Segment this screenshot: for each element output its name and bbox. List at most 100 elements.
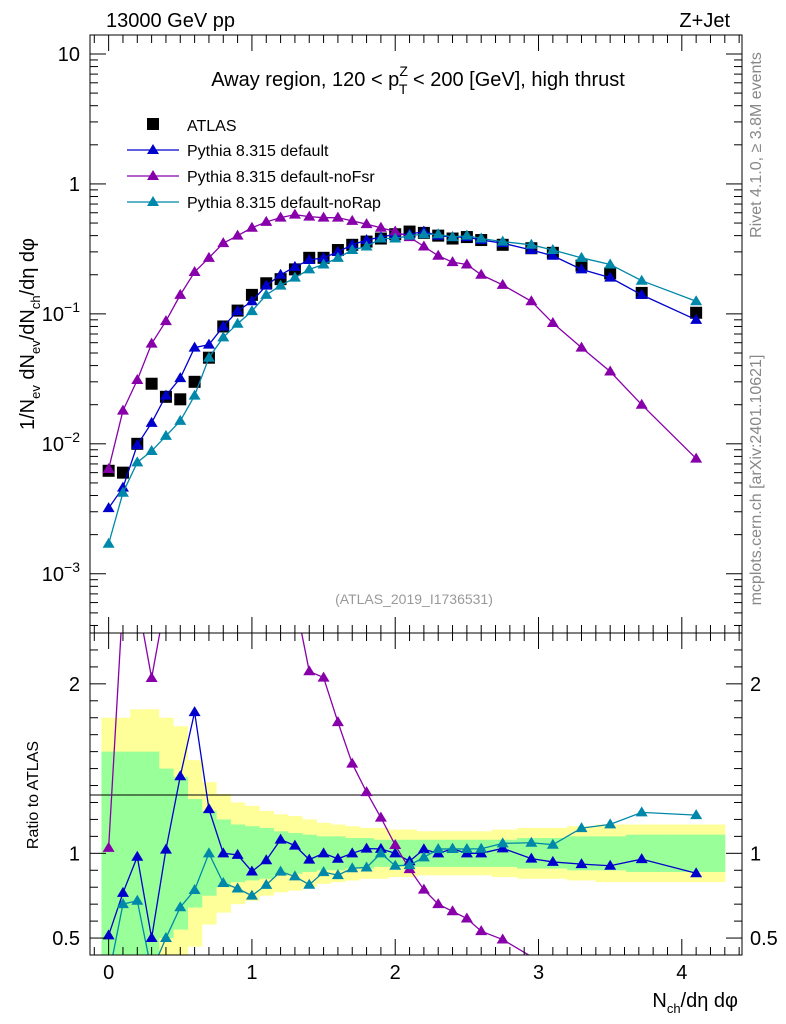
legend-marker-atlas — [147, 118, 159, 130]
data-point — [288, 271, 301, 282]
series-line — [107, 214, 697, 470]
legend: ATLAS Pythia 8.315 default Pythia 8.315 … — [127, 118, 381, 212]
ratio-data-point — [331, 716, 344, 727]
data-point — [159, 429, 172, 440]
ratio-data-point — [288, 839, 301, 850]
data-point — [525, 295, 538, 306]
ratio-data-point — [690, 809, 703, 820]
ratio-y-axis-label: Ratio to ATLAS — [25, 741, 42, 849]
main-y-ticks: 10 1 10−1 10−2 10−3 — [42, 44, 742, 626]
ratio-data-point — [432, 898, 445, 909]
data-point — [331, 251, 344, 262]
ratio-data-point — [360, 786, 373, 797]
green-band-segment — [115, 751, 131, 955]
data-point — [360, 234, 373, 245]
data-point — [202, 251, 215, 262]
data-point — [174, 414, 187, 425]
data-point — [231, 305, 244, 316]
green-band-segment — [359, 838, 375, 869]
green-band-segment — [445, 839, 461, 867]
green-band-segment — [402, 839, 418, 867]
x-tick-label: 1 — [246, 962, 257, 984]
ratio-tick-label-left: 2 — [69, 674, 80, 696]
ratio-data-point — [245, 889, 258, 900]
ratio-data-point — [260, 878, 273, 889]
ratio-data-point — [217, 876, 230, 887]
green-band-segment — [625, 834, 670, 872]
ratio-data-point — [188, 884, 201, 895]
ratio-data-point — [604, 818, 617, 829]
ratio-data-point — [288, 870, 301, 881]
y-tick-label: 1 — [69, 174, 80, 196]
ratio-data-point — [446, 905, 459, 916]
data-point — [475, 232, 488, 243]
data-point — [260, 215, 273, 226]
data-point — [575, 341, 588, 352]
ratio-data-point — [303, 878, 316, 889]
ratio-panel-frame — [89, 632, 743, 956]
x-tick-label: 4 — [676, 962, 687, 984]
ratio-data-point — [102, 841, 115, 852]
ratio-data-point — [460, 842, 473, 853]
green-band-segment — [287, 832, 303, 874]
data-point — [188, 266, 201, 277]
data-point — [288, 260, 301, 271]
data-point — [525, 244, 538, 255]
ratio-data-point — [102, 929, 115, 940]
ratio-data-point — [317, 671, 330, 682]
data-point — [217, 331, 230, 342]
data-point — [145, 377, 158, 390]
ratio-data-point — [188, 706, 201, 717]
x-axis-ticks: 0 1 2 3 4 — [93, 35, 740, 984]
ratio-tick-label-left: 0.5 — [52, 928, 80, 950]
data-point — [360, 240, 373, 251]
ratio-data-point — [690, 867, 703, 878]
ratio-series-layer — [102, 633, 703, 955]
data-point — [446, 231, 459, 242]
ratio-y-ticks: 2 2 1 1 0.5 0.5 — [52, 632, 778, 956]
ratio-data-point — [317, 847, 330, 858]
green-band-segment — [668, 834, 726, 872]
ratio-data-point — [217, 847, 230, 858]
ratio-data-point — [496, 837, 509, 848]
data-point — [389, 232, 402, 243]
legend-marker-nofsr — [147, 170, 159, 180]
legend-marker-default — [147, 144, 159, 154]
data-point — [690, 306, 703, 319]
data-point — [546, 317, 559, 328]
data-point — [360, 218, 373, 229]
ratio-data-point — [417, 851, 430, 862]
ratio-data-point — [116, 886, 129, 897]
ratio-data-point — [360, 861, 373, 872]
ratio-data-point — [131, 850, 144, 861]
legend-label-default: Pythia 8.315 default — [187, 143, 329, 160]
data-point — [417, 240, 430, 251]
data-point — [288, 208, 301, 219]
data-point — [546, 244, 559, 255]
mcplots-reference-note: mcplots.cern.ch [arXiv:2401.10621] — [748, 355, 765, 606]
ratio-data-point — [346, 757, 359, 768]
ratio-data-point — [525, 836, 538, 847]
data-point — [131, 438, 144, 449]
green-band-segment — [259, 827, 274, 879]
data-point — [274, 268, 287, 279]
ratio-series-line — [108, 711, 697, 939]
green-band-segment — [101, 751, 117, 955]
y-tick-label: 10−2 — [42, 429, 80, 456]
data-point — [116, 481, 129, 492]
x-tick-label: 2 — [390, 962, 401, 984]
ratio-data-point — [331, 869, 344, 880]
ratio-tick-label-left: 1 — [69, 843, 80, 865]
ratio-data-point — [145, 932, 158, 943]
data-point — [159, 315, 172, 326]
ratio-tick-label-right: 0.5 — [750, 928, 778, 950]
data-point — [374, 221, 387, 232]
data-point — [575, 251, 588, 262]
data-point — [317, 211, 330, 222]
ratio-data-point — [417, 843, 430, 854]
data-point — [432, 249, 445, 260]
ratio-data-point — [116, 898, 129, 909]
ratio-data-point — [346, 862, 359, 873]
ratio-data-point — [389, 839, 402, 850]
